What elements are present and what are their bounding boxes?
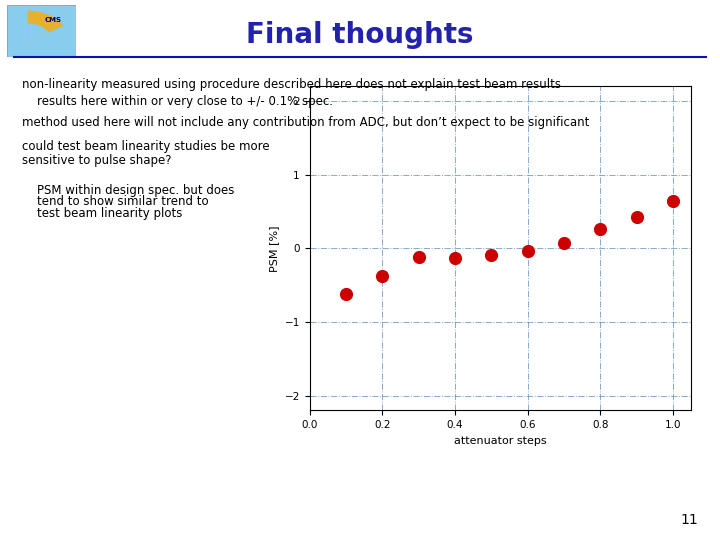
Point — [377, 272, 388, 281]
Text: non-linearity measured using procedure described here does not explain test beam: non-linearity measured using procedure d… — [22, 78, 561, 91]
Text: could test beam linearity studies be more: could test beam linearity studies be mor… — [22, 140, 269, 153]
Wedge shape — [27, 10, 63, 42]
Point — [449, 254, 461, 262]
Text: method used here will not include any contribution from ADC, but don’t expect to: method used here will not include any co… — [22, 116, 589, 129]
X-axis label: attenuator steps: attenuator steps — [454, 436, 546, 446]
Point — [667, 196, 679, 205]
Point — [595, 224, 606, 233]
Text: CMS: CMS — [45, 17, 62, 23]
Text: tend to show similar trend to: tend to show similar trend to — [22, 195, 208, 208]
Point — [558, 239, 570, 247]
Y-axis label: PSM [%]: PSM [%] — [269, 225, 279, 272]
Point — [340, 290, 351, 299]
Text: sensitive to pulse shape?: sensitive to pulse shape? — [22, 154, 171, 167]
Text: results here within or very close to +/- 0.1% spec.: results here within or very close to +/-… — [22, 94, 333, 107]
Text: PSM within design spec. but does: PSM within design spec. but does — [22, 184, 234, 197]
Text: Final thoughts: Final thoughts — [246, 21, 474, 49]
Text: test beam linearity plots: test beam linearity plots — [22, 207, 182, 220]
Text: 11: 11 — [680, 512, 698, 526]
Point — [413, 253, 424, 261]
Point — [485, 251, 497, 259]
Point — [631, 213, 642, 222]
Point — [522, 247, 534, 255]
Wedge shape — [27, 23, 48, 42]
